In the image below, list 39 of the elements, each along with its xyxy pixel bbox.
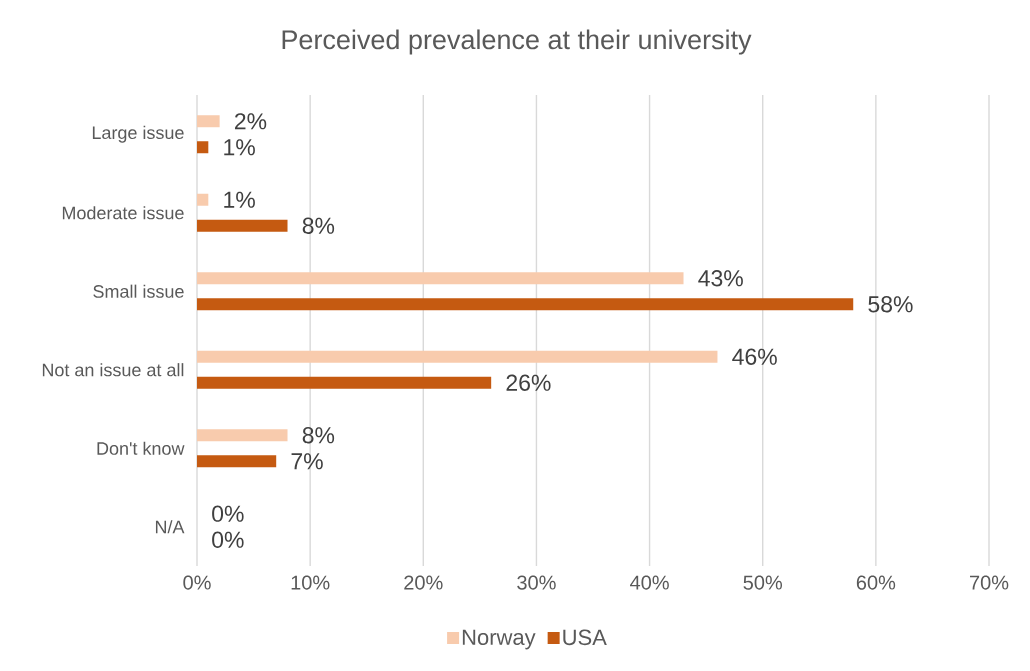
- bar: [197, 219, 288, 232]
- x-tick-label: 10%: [291, 575, 330, 590]
- bar: [197, 141, 209, 154]
- bar: [197, 376, 492, 389]
- data-label: 8%: [302, 217, 335, 234]
- legend-label: USA: [563, 629, 607, 646]
- x-tick-label: 20%: [404, 575, 443, 590]
- bar: [197, 298, 854, 311]
- y-tick-label: Don't know: [97, 441, 185, 455]
- data-label: 58%: [868, 296, 913, 313]
- x-tick-label: 30%: [517, 575, 556, 590]
- legend-label: Norway: [462, 629, 536, 650]
- bar: [197, 455, 277, 468]
- bar: [197, 429, 288, 442]
- data-label: 43%: [698, 270, 743, 287]
- y-tick-label: Small issue: [93, 284, 184, 298]
- x-tick-label: 70%: [970, 575, 1009, 590]
- x-tick-label: 50%: [743, 575, 783, 590]
- chart-title: Perceived prevalence at their university: [282, 29, 752, 55]
- y-tick-label: Not an issue at all: [42, 363, 184, 377]
- bar: [197, 350, 718, 363]
- data-label: 1%: [224, 139, 255, 156]
- data-label: 26%: [506, 374, 551, 391]
- data-label: 2%: [234, 113, 267, 130]
- data-label: 8%: [302, 427, 335, 444]
- data-label: 46%: [732, 348, 777, 365]
- bar: [197, 272, 684, 285]
- y-tick-label: Moderate issue: [62, 206, 184, 220]
- x-tick-label: 0%: [183, 575, 211, 590]
- x-tick-label: 60%: [856, 575, 896, 590]
- x-tick-label: 40%: [630, 575, 669, 590]
- bar: [197, 115, 220, 128]
- data-label: 0%: [212, 505, 244, 522]
- bar: [197, 193, 209, 206]
- y-tick-label: Large issue: [92, 125, 184, 143]
- y-tick-label: N/A: [155, 520, 185, 534]
- data-label: 7%: [291, 453, 323, 470]
- data-label: 0%: [212, 531, 244, 548]
- data-label: 1%: [224, 191, 255, 208]
